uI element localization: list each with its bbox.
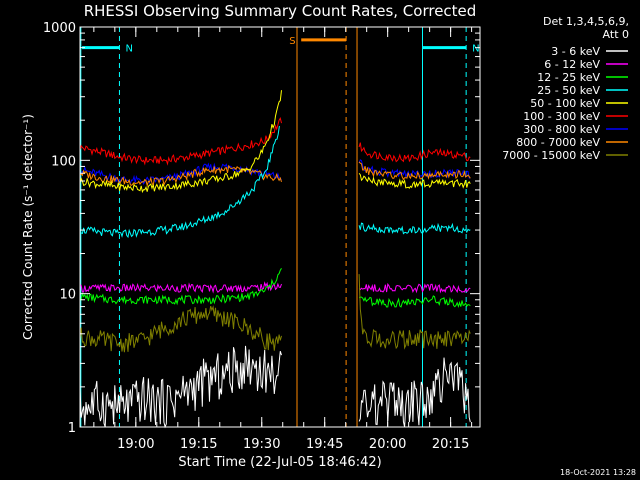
series-segment — [358, 159, 471, 179]
series-segment — [358, 282, 471, 294]
footer-timestamp: 18-Oct-2021 13:28 — [560, 468, 636, 477]
legend-entry-label: 25 - 50 keV — [537, 84, 600, 97]
legend-entry-label: 300 - 800 keV — [523, 123, 600, 136]
y-axis-label: Corrected Count Rate (s⁻¹ detector⁻¹) — [21, 114, 35, 340]
x-tick-label: 19:45 — [306, 437, 343, 452]
x-tick-label: 19:15 — [180, 437, 217, 452]
legend-entry-label: 6 - 12 keV — [544, 58, 600, 71]
series-12-25-kev — [79, 268, 471, 309]
chart-title: RHESSI Observing Summary Count Rates, Co… — [84, 2, 477, 20]
series-100-300-kev — [79, 117, 471, 166]
y-axis: 1 10 100 1000 — [43, 21, 480, 436]
series-segment — [358, 357, 471, 428]
legend-entry-label: 3 - 6 keV — [551, 45, 600, 58]
y-tick-label: 10 — [59, 288, 76, 303]
x-axis-label: Start Time (22-Jul-05 18:46:42) — [178, 455, 381, 470]
series-segment — [79, 281, 282, 294]
series-segment — [358, 274, 471, 350]
series-segment — [79, 305, 282, 353]
series-segment — [358, 161, 471, 181]
x-tick-label: 20:15 — [432, 437, 469, 452]
series-segment — [358, 142, 471, 163]
annotation-label: N — [472, 44, 479, 55]
series-segment — [358, 172, 471, 189]
x-axis: 19:00 19:15 19:30 19:45 20:00 20:15 — [93, 27, 473, 452]
annotation-label: S — [289, 36, 295, 47]
series-50-100-kev — [79, 90, 471, 194]
legend-entry-label: 100 - 300 keV — [523, 110, 600, 123]
x-tick-label: 20:00 — [369, 437, 406, 452]
annotation-label: N — [125, 44, 132, 55]
series-7000-15000-kev — [79, 274, 471, 353]
series-6-12-kev — [79, 281, 471, 294]
x-tick-label: 19:30 — [243, 437, 280, 452]
legend-header-detectors: Det 1,3,4,5,6,9, — [543, 15, 629, 28]
y-tick-label: 100 — [51, 154, 76, 169]
plot-area: N NS — [79, 27, 480, 429]
legend-entry-label: 800 - 7000 keV — [516, 136, 600, 149]
series-3-6-kev — [79, 345, 471, 429]
series-segment — [358, 222, 471, 235]
series-25-50-kev — [79, 125, 471, 239]
plot-frame — [79, 26, 481, 428]
legend-entry-label: 12 - 25 keV — [537, 71, 600, 84]
y-tick-label: 1000 — [43, 21, 76, 36]
x-tick-label: 19:00 — [117, 437, 154, 452]
series-segment — [79, 90, 282, 194]
legend-entry-label: 50 - 100 keV — [530, 97, 600, 110]
series-segment — [358, 295, 471, 309]
legend-header-attenuator: Att 0 — [603, 28, 629, 41]
y-tick-label: 1 — [68, 421, 76, 436]
series-segment — [79, 125, 280, 239]
series-segment — [79, 268, 282, 306]
series-segment — [79, 117, 282, 166]
legend-entry-label: 7000 - 15000 keV — [502, 149, 600, 162]
series-segment — [79, 345, 282, 429]
